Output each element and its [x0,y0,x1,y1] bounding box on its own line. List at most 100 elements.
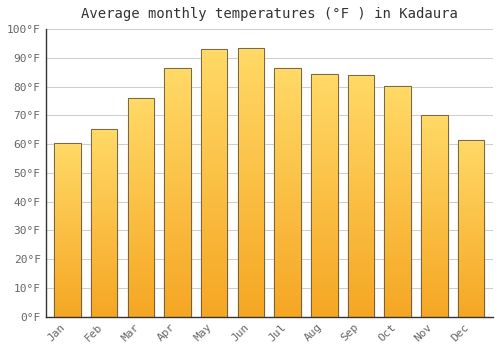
Bar [164,309,191,312]
Bar [54,150,81,152]
Bar [201,137,228,140]
Bar [348,268,374,271]
Bar [164,282,191,285]
Bar [311,293,338,295]
Bar [201,303,228,306]
Bar [458,290,484,292]
Bar [238,53,264,56]
Bar [201,169,228,172]
Bar [54,238,81,240]
Bar [201,164,228,167]
Bar [238,145,264,147]
Bar [421,266,448,268]
Bar [458,250,484,251]
Bar [348,201,374,203]
Bar [91,300,118,302]
Bar [128,190,154,192]
Bar [54,148,81,150]
Bar [311,106,338,108]
Bar [201,312,228,314]
Bar [238,301,264,303]
Bar [164,252,191,255]
Bar [458,244,484,246]
Bar [91,202,118,204]
Bar [54,263,81,265]
Bar [384,312,411,315]
Bar [421,290,448,293]
Bar [91,185,118,187]
Bar [238,134,264,136]
Bar [238,142,264,145]
Bar [311,77,338,79]
Bar [54,204,81,205]
Bar [128,111,154,113]
Bar [201,236,228,239]
Bar [384,128,411,130]
Bar [384,93,411,96]
Bar [421,244,448,246]
Bar [91,303,118,306]
Bar [274,262,301,265]
Bar [311,183,338,186]
Bar [91,279,118,281]
Bar [201,188,228,191]
Bar [128,181,154,183]
Bar [54,304,81,306]
Bar [128,106,154,109]
Bar [201,276,228,279]
Bar [201,142,228,145]
Bar [164,160,191,163]
Bar [201,145,228,148]
Bar [91,136,118,138]
Bar [91,198,118,200]
Bar [54,226,81,228]
Bar [458,198,484,200]
Bar [201,204,228,207]
Bar [54,167,81,169]
Bar [54,219,81,221]
Bar [348,290,374,293]
Bar [274,292,301,294]
Bar [421,224,448,226]
Bar [128,306,154,308]
Bar [421,280,448,282]
Bar [458,170,484,172]
Bar [458,175,484,177]
Bar [421,172,448,173]
Bar [164,173,191,175]
Bar [54,207,81,209]
Bar [128,304,154,306]
Bar [164,225,191,228]
Bar [128,144,154,146]
Bar [421,246,448,248]
Bar [274,312,301,314]
Bar [201,295,228,298]
Bar [54,280,81,282]
Bar [128,220,154,223]
Bar [201,126,228,129]
Bar [384,250,411,252]
Bar [128,98,154,317]
Bar [91,285,118,287]
Bar [274,140,301,142]
Bar [128,135,154,137]
Bar [54,286,81,287]
Bar [458,262,484,264]
Bar [128,245,154,247]
Bar [91,129,118,131]
Bar [311,125,338,128]
Bar [274,304,301,307]
Bar [274,299,301,302]
Bar [164,237,191,240]
Bar [458,269,484,271]
Bar [164,131,191,133]
Bar [201,314,228,317]
Bar [421,315,448,317]
Bar [421,295,448,296]
Bar [164,200,191,203]
Bar [164,96,191,98]
Bar [421,274,448,277]
Bar [384,220,411,222]
Bar [274,125,301,128]
Bar [384,183,411,186]
